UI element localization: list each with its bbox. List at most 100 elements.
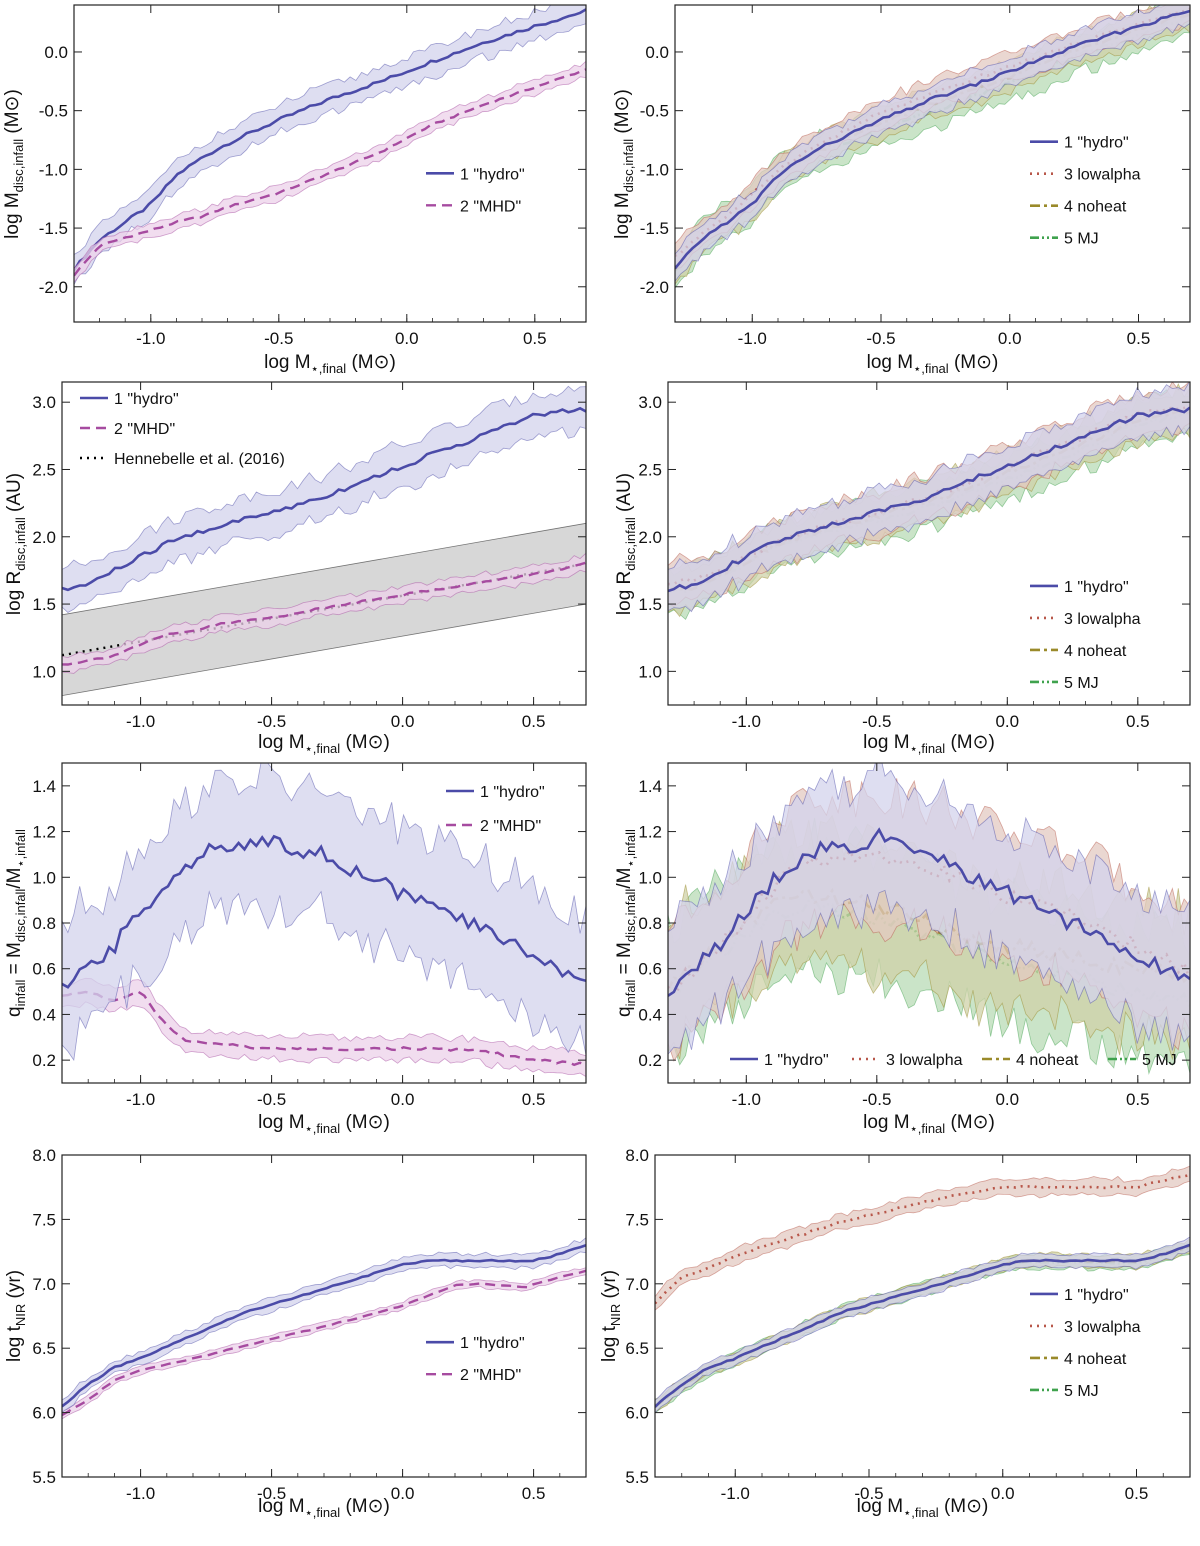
band-hydro [62, 763, 586, 1062]
band-hydro [74, 5, 586, 285]
legend-label-mj: 5 MJ [1064, 231, 1099, 248]
legend-label-lowalpha: 3 lowalpha [886, 1052, 963, 1069]
plot-area [655, 1165, 1190, 1414]
x-axis-label: log M⋆,final (M⊙) [258, 1112, 390, 1136]
plot-area [62, 1237, 586, 1420]
series-line-hydro [675, 9, 1190, 270]
axes-frame [61, 1154, 587, 1478]
y-tick-label: -2.0 [640, 278, 669, 297]
x-tick-label: 0.0 [391, 712, 415, 731]
y-tick-label: 0.6 [638, 960, 662, 979]
band-lowalpha [655, 1165, 1190, 1311]
series-line-mhd [62, 990, 586, 1067]
x-tick-label: 0.0 [395, 329, 419, 348]
y-tick-label: 6.5 [625, 1339, 649, 1358]
series-line-hydro [62, 1243, 586, 1408]
x-tick-label: 0.5 [523, 329, 547, 348]
series-line-mhd [74, 68, 586, 277]
y-tick-label: 1.2 [32, 823, 56, 842]
legend-label-hydro: 1 "hydro" [460, 1335, 525, 1352]
y-tick-label: 7.5 [32, 1210, 56, 1229]
y-axis-label: log tNIR (yr) [599, 1270, 623, 1362]
x-tick-label: -0.5 [257, 1484, 286, 1503]
x-tick-label: -0.5 [854, 1484, 883, 1503]
y-tick-label: -1.0 [640, 160, 669, 179]
legend-label-hydro: 1 "hydro" [1064, 579, 1129, 596]
series-line-hydro [668, 406, 1190, 593]
panel-mass-ratio-hydro-mhd: -1.0 -0.5 0.0 0.5 0.2 0.4 0.6 0.8 1.0 1.2 1.4 log M… [4, 762, 587, 1136]
x-tick-label: -1.0 [732, 712, 761, 731]
x-tick-label: -0.5 [257, 712, 286, 731]
legend-label-noheat: 4 noheat [1064, 643, 1127, 660]
y-tick-label: -1.5 [640, 219, 669, 238]
y-tick-label: -0.5 [39, 102, 68, 121]
y-tick-label: 6.0 [32, 1404, 56, 1423]
x-tick-label: -0.5 [264, 329, 293, 348]
band-mhd [62, 977, 586, 1078]
legend: 1 "hydro" 3 lowalpha 4 noheat 5 MJ [1030, 579, 1141, 692]
band-mhd [62, 1267, 586, 1420]
legend: 1 "hydro" 2 "MHD" [426, 1335, 525, 1384]
y-axis-label: log Mdisc,infall (M⊙) [2, 89, 26, 239]
legend-label-hydro: 1 "hydro" [460, 166, 525, 183]
x-axis-label: log M⋆,final (M⊙) [258, 1496, 390, 1520]
legend-label-noheat: 4 noheat [1064, 1351, 1127, 1368]
y-tick-label: 0.8 [638, 914, 662, 933]
y-tick-label: 1.4 [638, 777, 662, 796]
y-tick-label: 1.0 [32, 868, 56, 887]
legend-label-hydro: 1 "hydro" [1064, 1287, 1129, 1304]
y-tick-label: 0.8 [32, 914, 56, 933]
y-axis-label: qinfall = Mdisc,infall/M⋆,infall [4, 829, 28, 1017]
y-tick-label: 0.2 [638, 1051, 662, 1070]
y-tick-label: 2.0 [32, 528, 56, 547]
series-line-hydro [62, 834, 586, 989]
y-tick-label: 6.5 [32, 1339, 56, 1358]
band-hydro [675, 5, 1190, 282]
x-tick-label: 0.0 [995, 712, 1019, 731]
y-tick-label: 2.5 [32, 460, 56, 479]
y-tick-label: 0.4 [32, 1005, 56, 1024]
panel-disc-mass-hydro-mhd: -1.0 -0.5 0.0 0.5 -2.0 -1.5 -1.0 -0.5 0.0 log M⋆,… [2, 4, 587, 376]
legend-label-mhd: 2 "MHD" [480, 818, 541, 835]
y-tick-label: -1.5 [39, 219, 68, 238]
y-tick-label: -1.0 [39, 160, 68, 179]
legend: 1 "hydro" 2 "MHD" Hennebelle et al. (2016) [80, 391, 285, 468]
x-tick-label: 0.0 [995, 1090, 1019, 1109]
y-tick-label: -0.5 [640, 102, 669, 121]
x-tick-label: -1.0 [721, 1484, 750, 1503]
legend-label-hydro: 1 "hydro" [114, 391, 179, 408]
y-axis-label: log Rdisc,infall (AU) [614, 473, 638, 615]
y-tick-label: 0.0 [44, 43, 68, 62]
legend-label-mhd: 2 "MHD" [114, 421, 175, 438]
x-axis-label: log M⋆,final (M⊙) [258, 732, 390, 756]
legend-label-hydro: 1 "hydro" [480, 784, 545, 801]
legend: 1 "hydro" 2 "MHD" [426, 166, 525, 215]
band-mhd [74, 60, 586, 283]
legend: 1 "hydro" 3 lowalpha 4 noheat 5 MJ [730, 1052, 1177, 1069]
x-tick-label: 0.5 [522, 1484, 546, 1503]
band-hydro [62, 385, 586, 613]
y-tick-label: 0.2 [32, 1051, 56, 1070]
band-mhd [62, 552, 586, 674]
legend-label-mhd: 2 "MHD" [460, 198, 521, 215]
y-tick-label: 5.5 [32, 1468, 56, 1487]
y-tick-label: 7.5 [625, 1210, 649, 1229]
series-line-hydro [74, 8, 586, 272]
x-tick-label: 0.5 [1126, 1090, 1150, 1109]
y-tick-label: 8.0 [32, 1146, 56, 1165]
y-tick-label: 2.0 [638, 528, 662, 547]
legend: 1 "hydro" 2 "MHD" [446, 784, 545, 835]
y-tick-label: 0.6 [32, 960, 56, 979]
legend-label-noheat: 4 noheat [1016, 1052, 1079, 1069]
legend: 1 "hydro" 3 lowalpha 4 noheat 5 MJ [1030, 135, 1141, 248]
y-tick-label: 1.2 [638, 823, 662, 842]
x-tick-label: 0.0 [391, 1484, 415, 1503]
panel-disc-radius-hydro-mhd: -1.0 -0.5 0.0 0.5 1.0 1.5 2.0 2.5 3.0 log M⋆,fina… [4, 381, 587, 756]
band-hydro [668, 763, 1190, 1055]
series-line-hydro [668, 827, 1190, 997]
y-tick-label: 7.0 [625, 1275, 649, 1294]
y-tick-label: 5.5 [625, 1468, 649, 1487]
x-axis-label: log M⋆,final (M⊙) [867, 352, 999, 376]
y-axis-label: log Mdisc,infall (M⊙) [612, 89, 636, 239]
